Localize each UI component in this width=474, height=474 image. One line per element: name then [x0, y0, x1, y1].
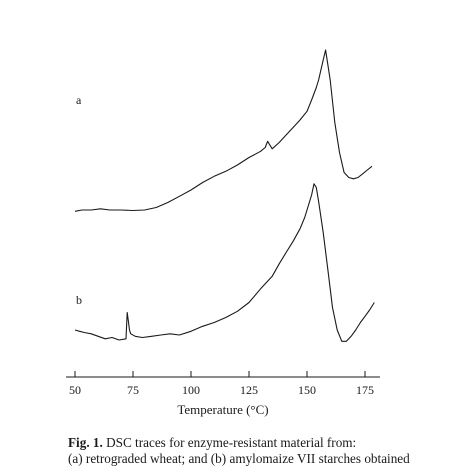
figure-caption: Fig. 1. DSC traces for enzyme-resistant …	[68, 435, 468, 467]
x-tick-label-125: 125	[240, 383, 258, 397]
caption-line-2: (a) retrograded wheat; and (b) amylomaiz…	[68, 451, 410, 466]
x-tick-label-50: 50	[69, 383, 81, 397]
trace-label-b: b	[76, 293, 82, 307]
x-axis-title: Temperature (°C)	[177, 402, 268, 417]
x-tick-label-100: 100	[182, 383, 200, 397]
x-ticks: 50 75 100 125 150 175	[69, 371, 374, 397]
caption-line-1-text: DSC traces for enzyme-resistant material…	[102, 435, 357, 450]
trace-label-a: a	[76, 93, 82, 107]
caption-line-1: Fig. 1. DSC traces for enzyme-resistant …	[68, 435, 468, 451]
trace-b	[74, 183, 375, 342]
trace-labels: a b	[76, 93, 82, 307]
trace-a	[74, 49, 373, 212]
x-tick-label-175: 175	[356, 383, 374, 397]
x-axis: 50 75 100 125 150 175 Temperature (°C)	[66, 371, 380, 417]
x-tick-label-75: 75	[127, 383, 139, 397]
caption-fig-label: Fig. 1.	[68, 435, 103, 450]
x-tick-label-150: 150	[298, 383, 316, 397]
traces	[74, 49, 375, 342]
